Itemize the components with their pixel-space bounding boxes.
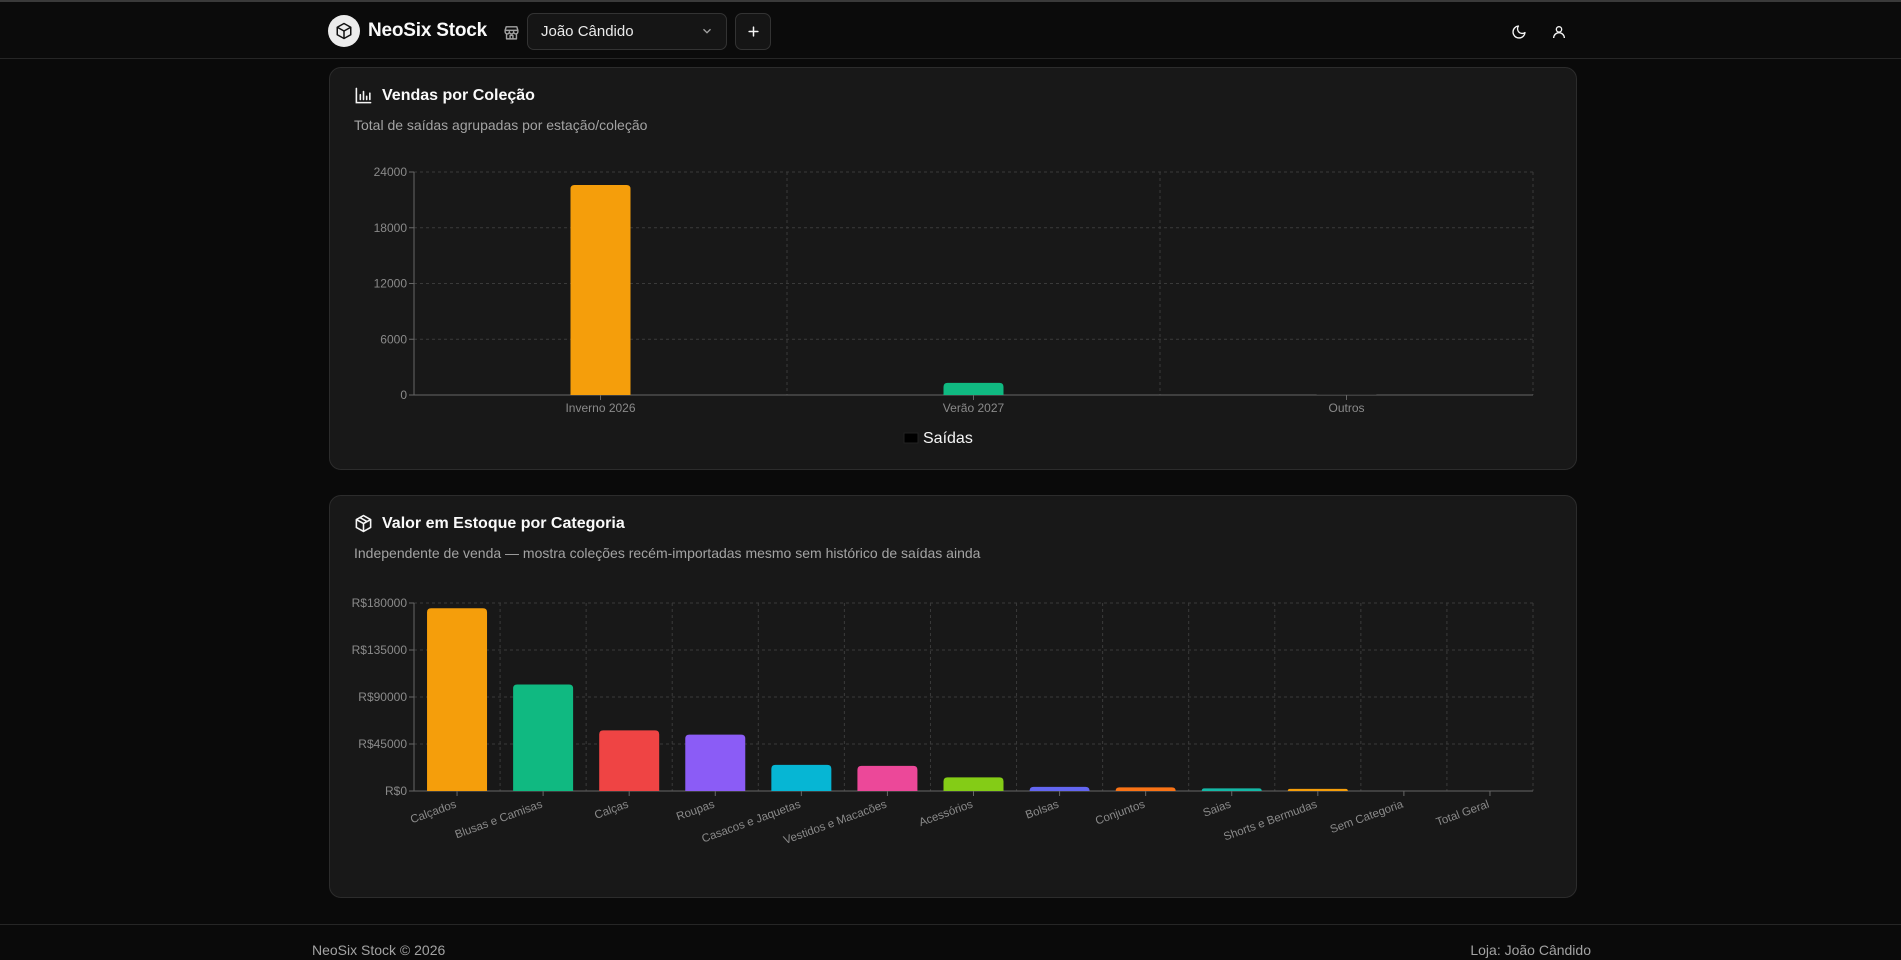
stock-value-by-category-card: Valor em Estoque por Categoria Independe… [329, 495, 1577, 898]
y-tick-label: R$135000 [352, 643, 408, 657]
y-tick-label: R$0 [385, 784, 407, 798]
y-tick-label: 12000 [374, 277, 408, 291]
stock-value-by-category-chart: R$0 R$45000 R$90000 R$135000 R$180000 Calçado… [352, 596, 1534, 847]
store-select[interactable]: João Cândido [527, 13, 727, 50]
chevron-down-icon [700, 24, 714, 42]
store-select-value: João Cândido [541, 23, 634, 40]
bar [570, 185, 631, 395]
x-tick-label: Calças [593, 798, 630, 821]
box-icon[interactable] [328, 15, 360, 47]
bar [771, 764, 832, 791]
sales-by-collection-chart: 0 6000 12000 18000 24000 Inverno 2026 Verão 20… [374, 165, 1534, 447]
card-title-text: Valor em Estoque por Categoria [382, 514, 625, 532]
bar [685, 734, 746, 791]
bar-chart-icon [355, 87, 372, 104]
sales-by-collection-card: Vendas por Coleção Total de saídas agrup… [329, 67, 1577, 470]
x-tick-label: Shorts e Bermudas [1222, 798, 1319, 843]
y-tick-label: 18000 [374, 221, 408, 235]
user-menu-button[interactable] [1546, 19, 1572, 45]
app-footer: NeoSix Stock © 2026 Loja: João Cândido [0, 924, 1901, 960]
x-tick-label: Bolsas [1024, 798, 1061, 821]
x-tick-label: Calçados [409, 798, 458, 826]
bar [857, 765, 918, 791]
card-title: Vendas por Coleção [354, 86, 535, 105]
bar [1287, 788, 1348, 791]
legend-swatch [903, 432, 919, 444]
theme-toggle-button[interactable] [1506, 19, 1532, 45]
x-tick-label: Conjuntos [1094, 798, 1147, 827]
x-tick-label: Verão 2027 [943, 401, 1005, 415]
y-tick-label: 24000 [374, 165, 408, 179]
card-title: Valor em Estoque por Categoria [354, 514, 625, 533]
x-tick-label: Roupas [675, 798, 717, 823]
legend-label: Saídas [923, 430, 973, 447]
x-tick-label: Saias [1202, 798, 1233, 819]
card-subtitle: Independente de venda — mostra coleções … [354, 545, 981, 561]
top-border [0, 0, 1901, 2]
user-icon [1553, 26, 1565, 39]
app-header: NeoSix Stock João Cândido + [0, 2, 1901, 59]
x-tick-label: Acessórios [918, 798, 975, 829]
y-tick-label: 6000 [380, 332, 407, 346]
x-tick-label: Inverno 2026 [565, 401, 635, 415]
bar [1115, 787, 1176, 791]
bar [943, 382, 1004, 395]
x-tick-label: Blusas e Camisas [454, 798, 545, 841]
y-tick-label: R$45000 [358, 737, 407, 751]
brand-name[interactable]: NeoSix Stock [368, 20, 488, 41]
moon-icon [1512, 25, 1526, 39]
y-tick-label: R$180000 [352, 596, 408, 610]
x-tick-label: Outros [1328, 401, 1364, 415]
card-subtitle: Total de saídas agrupadas por estação/co… [354, 117, 648, 133]
footer-store: Loja: João Cândido [1470, 942, 1591, 958]
bar [1201, 788, 1262, 791]
bar [599, 730, 660, 791]
add-store-button[interactable]: + [735, 13, 771, 50]
x-tick-label: Total Geral [1435, 799, 1491, 829]
chart-legend: Saídas [903, 430, 973, 447]
footer-copyright: NeoSix Stock © 2026 [312, 942, 446, 958]
package-icon [355, 514, 372, 533]
y-tick-label: R$90000 [358, 690, 407, 704]
y-tick-label: 0 [400, 388, 407, 402]
bar [1029, 786, 1090, 791]
x-tick-label: Sem Categoria [1329, 798, 1406, 836]
bar [943, 777, 1004, 791]
bar [427, 608, 488, 791]
store-icon [500, 21, 522, 43]
bar [513, 684, 574, 791]
card-title-text: Vendas por Coleção [382, 86, 535, 104]
